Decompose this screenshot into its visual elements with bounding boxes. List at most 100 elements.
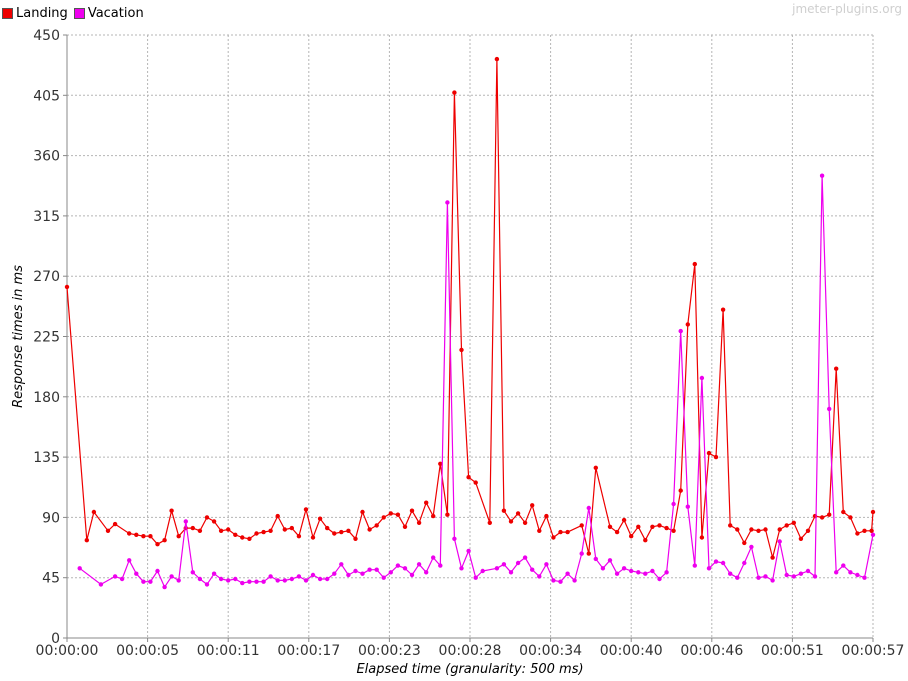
data-point-landing — [218, 528, 224, 533]
data-point-landing — [459, 347, 464, 353]
data-point-landing — [784, 523, 789, 528]
data-point-vacation — [855, 572, 860, 578]
data-point-landing — [141, 534, 146, 539]
data-point-landing — [636, 524, 641, 529]
data-point-vacation — [346, 572, 351, 578]
data-point-landing — [360, 509, 365, 515]
data-point-vacation — [664, 570, 669, 575]
data-point-vacation — [197, 576, 203, 582]
data-point-landing — [84, 538, 90, 543]
data-point-landing — [254, 531, 259, 536]
data-point-landing — [233, 532, 238, 537]
data-point-vacation — [565, 571, 570, 576]
data-point-landing — [211, 519, 217, 524]
x-tick-label: 00:00:34 — [519, 643, 582, 659]
data-point-landing — [112, 521, 118, 527]
data-point-landing — [643, 538, 648, 543]
data-point-vacation — [445, 200, 450, 205]
data-point-vacation — [650, 568, 655, 574]
data-point-landing — [261, 529, 266, 535]
legend-swatch-landing — [2, 8, 13, 19]
data-point-vacation — [190, 570, 195, 575]
data-point-landing — [565, 529, 570, 535]
y-tick-label: 315 — [33, 209, 60, 225]
data-point-vacation — [367, 567, 372, 572]
data-point-vacation — [749, 544, 754, 550]
data-point-vacation — [282, 578, 287, 583]
data-point-vacation — [508, 570, 514, 575]
data-point-landing — [728, 523, 733, 528]
data-point-landing — [699, 535, 705, 540]
data-point-landing — [537, 528, 542, 533]
data-point-landing — [756, 528, 761, 533]
data-point-vacation — [522, 555, 528, 560]
data-point-vacation — [862, 575, 867, 580]
data-point-vacation — [834, 570, 839, 575]
data-point-vacation — [579, 551, 584, 556]
data-point-landing — [586, 551, 591, 556]
data-point-vacation — [452, 536, 457, 541]
data-point-landing — [303, 507, 309, 512]
data-point-landing — [381, 515, 386, 520]
data-point-vacation — [112, 574, 118, 579]
x-tick-label: 00:00:23 — [358, 643, 421, 659]
data-point-vacation — [98, 582, 104, 587]
data-point-vacation — [176, 578, 181, 583]
watermark: jmeter-plugins.org — [792, 2, 902, 16]
data-point-landing — [155, 542, 160, 547]
data-point-vacation — [416, 562, 422, 567]
data-point-vacation — [310, 572, 316, 578]
data-point-vacation — [374, 567, 379, 572]
data-point-landing — [855, 531, 860, 536]
y-tick-label: 45 — [42, 571, 60, 587]
data-point-vacation — [424, 570, 429, 575]
data-point-vacation — [544, 562, 549, 567]
data-point-landing — [296, 534, 302, 539]
data-point-vacation — [798, 571, 804, 576]
data-point-landing — [367, 527, 372, 532]
data-point-landing — [749, 527, 754, 532]
data-point-landing — [770, 555, 775, 560]
data-point-landing — [501, 508, 507, 513]
data-point-vacation — [381, 575, 386, 580]
data-point-vacation — [827, 406, 832, 412]
data-point-vacation — [593, 556, 598, 562]
data-point-vacation — [621, 566, 627, 571]
y-tick-label: 360 — [33, 149, 60, 165]
data-point-vacation — [501, 562, 507, 567]
data-point-vacation — [558, 579, 563, 584]
data-point-landing — [870, 509, 876, 515]
data-point-vacation — [275, 578, 280, 583]
data-point-landing — [763, 527, 768, 532]
data-point-landing — [445, 512, 450, 517]
y-tick-label: 405 — [33, 88, 60, 104]
data-point-landing — [346, 528, 351, 533]
data-point-vacation — [770, 578, 775, 583]
data-point-vacation — [819, 173, 825, 178]
data-point-vacation — [572, 578, 577, 583]
data-point-vacation — [728, 571, 733, 576]
data-point-vacation — [636, 570, 641, 575]
data-point-landing — [438, 461, 443, 466]
data-point-vacation — [537, 574, 542, 579]
x-axis-label: Elapsed time (granularity: 500 ms) — [356, 662, 583, 677]
legend-swatch-vacation — [73, 8, 85, 19]
data-point-landing — [593, 465, 598, 470]
data-point-vacation — [119, 576, 125, 582]
data-point-landing — [466, 475, 471, 480]
data-point-vacation — [720, 560, 726, 566]
data-point-vacation — [183, 519, 188, 524]
data-point-landing — [515, 511, 521, 516]
data-point-landing — [473, 480, 478, 485]
data-point-landing — [494, 56, 500, 62]
data-point-landing — [134, 532, 139, 537]
data-point-landing — [431, 513, 436, 519]
data-point-landing — [798, 536, 804, 541]
data-point-landing — [190, 525, 195, 531]
data-point-landing — [148, 534, 153, 539]
y-tick-label: 270 — [33, 269, 60, 285]
data-point-vacation — [614, 571, 620, 576]
y-tick-label: 90 — [42, 510, 60, 526]
y-axis-label: Response times in ms — [11, 265, 26, 408]
